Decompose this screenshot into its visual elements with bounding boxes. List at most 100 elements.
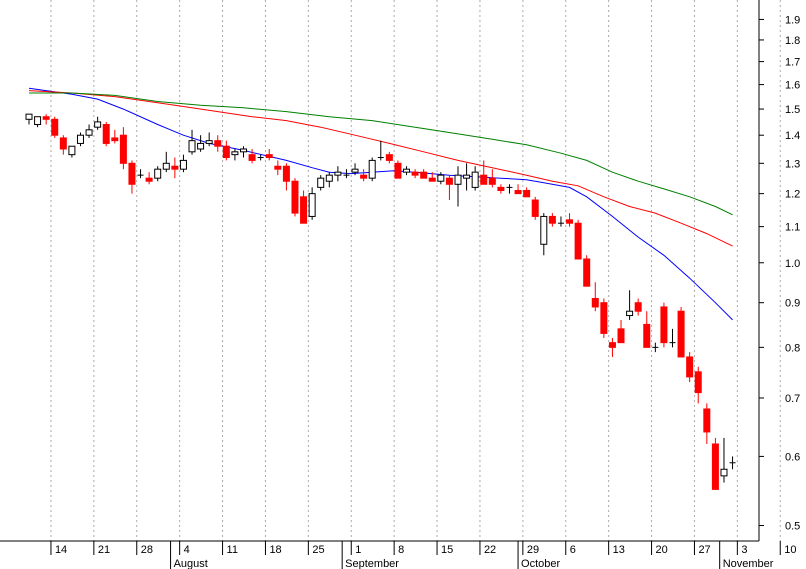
candle <box>394 160 402 179</box>
y-tick-label: 0.7 <box>785 393 800 405</box>
candle <box>222 140 230 161</box>
candle <box>711 437 719 490</box>
candle <box>300 190 308 224</box>
candle-body <box>248 154 256 161</box>
candle-body <box>291 180 299 214</box>
candle <box>188 129 196 155</box>
x-tick-label: 22 <box>484 544 496 556</box>
candle <box>59 135 67 155</box>
candle-body <box>85 129 93 136</box>
y-axis-ticks: 1.9 1.8 1.7 1.6 1.5 1.4 1.3 1.2 1.1 1.0 0.9 0.8 0.7 0… <box>759 14 800 533</box>
x-tick-label: 25 <box>312 544 324 556</box>
candle-body <box>25 113 33 120</box>
candle <box>102 121 110 147</box>
candle-body <box>411 171 419 176</box>
candle <box>291 178 299 217</box>
candle <box>343 169 350 179</box>
candle <box>600 298 608 338</box>
x-tick-label: 6 <box>570 544 576 556</box>
candle <box>240 146 247 158</box>
candle-body <box>660 306 668 344</box>
candle-body <box>76 134 84 144</box>
candle-body <box>34 116 42 126</box>
candlesticks <box>25 113 736 490</box>
candle <box>368 157 376 182</box>
candle-body <box>274 165 282 170</box>
candle <box>694 366 702 404</box>
candle <box>282 163 290 191</box>
candle-body <box>128 162 136 185</box>
candle <box>214 135 222 152</box>
candle <box>205 132 213 147</box>
candle <box>34 116 42 128</box>
candle-body <box>394 162 402 179</box>
candle <box>531 196 539 220</box>
candle-body <box>643 323 651 348</box>
candle <box>703 403 711 444</box>
candle <box>377 140 384 161</box>
candle <box>514 184 522 195</box>
candle <box>137 169 144 179</box>
candle-body <box>608 342 616 348</box>
candle <box>471 166 479 191</box>
y-tick-label: 1.8 <box>785 35 800 47</box>
candle-body <box>480 174 488 185</box>
candle-body <box>471 171 479 188</box>
candle-body <box>514 190 522 195</box>
candle <box>111 129 119 144</box>
candle-body <box>445 177 453 185</box>
candle <box>488 169 496 188</box>
candle <box>385 151 393 164</box>
candle <box>420 169 428 179</box>
candle-body <box>626 310 634 317</box>
x-tick-label: 8 <box>398 544 404 556</box>
candle <box>574 219 582 260</box>
candle-body <box>617 328 625 344</box>
candle <box>608 337 616 357</box>
candle-body <box>145 177 153 182</box>
candle-body <box>428 177 436 182</box>
y-tick-label: 1.4 <box>785 130 800 142</box>
candle-body <box>197 142 205 150</box>
candle-body <box>222 145 230 159</box>
candle-body <box>51 118 59 136</box>
candle <box>557 216 564 227</box>
candle-body <box>385 154 393 161</box>
candle-body <box>300 196 308 224</box>
candle <box>548 213 556 227</box>
candle <box>76 132 84 147</box>
candle-body <box>214 140 222 147</box>
candle-body <box>102 124 110 144</box>
y-tick-label: 1.2 <box>785 189 800 201</box>
candle <box>523 187 531 198</box>
candle-body <box>154 168 162 179</box>
x-tick-label: 1 <box>355 544 361 556</box>
candle-body <box>703 408 711 433</box>
candle <box>351 163 359 176</box>
candle-body <box>240 148 247 153</box>
candle <box>94 116 102 130</box>
candle-body <box>634 302 642 312</box>
candle <box>566 213 574 227</box>
candle-body <box>42 116 50 120</box>
candle <box>85 124 93 138</box>
y-tick-label: 1.1 <box>785 222 800 234</box>
candle <box>445 175 453 201</box>
candle <box>729 456 736 470</box>
candle-body <box>282 165 290 182</box>
candle-body <box>205 140 213 144</box>
candle-body <box>540 215 548 245</box>
candle <box>248 148 256 164</box>
candle <box>274 160 282 176</box>
candle <box>68 145 76 158</box>
month-label: August <box>174 558 208 569</box>
x-tick-label: 4 <box>184 544 190 556</box>
candle <box>626 290 634 320</box>
y-tick-label: 1.9 <box>785 14 800 26</box>
candle-body <box>548 215 556 224</box>
candle-body <box>179 159 187 170</box>
x-axis-ticks: 14 21 28 4 11 18 25 1 8 15 22 29 6 13 20 27 3 10 <box>50 541 797 556</box>
candle <box>162 151 170 173</box>
candle <box>583 255 591 287</box>
x-tick-label: 14 <box>55 544 67 556</box>
